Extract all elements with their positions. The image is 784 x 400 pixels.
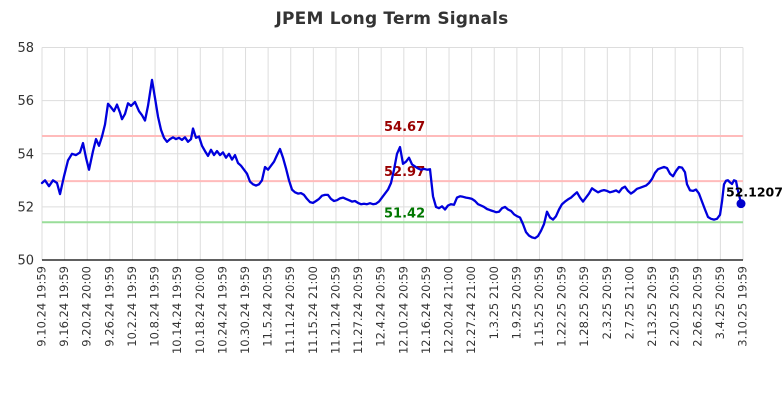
x-tick-label: 12.27.24 21:00 (464, 266, 478, 354)
signal-line-label: 54.67 (384, 120, 425, 135)
y-tick-label: 56 (17, 94, 34, 109)
x-tick-label: 2.7.25 21:00 (622, 266, 636, 339)
x-tick-label: 1.9.25 20:59 (509, 266, 523, 339)
x-tick-label: 10.18.24 20:00 (193, 266, 207, 354)
x-tick-label: 11.15.24 21:00 (306, 266, 320, 354)
x-tick-label: 10.8.24 19:59 (148, 266, 162, 347)
signal-line-label: 52.97 (384, 165, 425, 180)
x-tick-label: 11.27.24 20:59 (351, 266, 365, 354)
chart-title: JPEM Long Term Signals (275, 9, 509, 29)
x-tick-label: 10.24.24 19:59 (215, 266, 229, 354)
x-tick-label: 11.21.24 20:59 (328, 266, 342, 354)
x-tick-label: 12.10.24 20:59 (396, 266, 410, 354)
y-tick-label: 52 (17, 200, 34, 215)
x-tick-label: 2.26.25 20:59 (690, 266, 704, 347)
y-tick-label: 58 (17, 41, 34, 56)
signal-line-label: 51.42 (384, 206, 425, 221)
x-tick-label: 10.30.24 19:59 (238, 266, 252, 354)
x-tick-label: 9.10.24 19:59 (35, 266, 49, 347)
x-tick-label: 2.13.25 20:59 (645, 266, 659, 347)
x-tick-label: 2.3.25 20:59 (600, 266, 614, 339)
y-tick-label: 50 (17, 254, 34, 269)
y-tick-label: 54 (17, 147, 34, 162)
x-tick-label: 12.16.24 20:59 (419, 266, 433, 354)
x-tick-label: 11.11.24 20:59 (283, 266, 297, 354)
x-tick-label: 1.15.25 20:59 (532, 266, 546, 347)
x-tick-label: 1.28.25 20:59 (577, 266, 591, 347)
x-tick-label: 9.16.24 19:59 (57, 266, 71, 347)
last-value-label: 52.1207 (726, 185, 783, 200)
x-tick-label: 2.20.25 20:59 (668, 266, 682, 347)
x-tick-label: 1.3.25 21:00 (487, 266, 501, 339)
x-tick-label: 9.26.24 19:59 (102, 266, 116, 347)
x-tick-label: 12.20.24 21:00 (442, 266, 456, 354)
x-tick-label: 11.5.24 20:59 (261, 266, 275, 347)
x-tick-label: 12.4.24 20:59 (374, 266, 388, 347)
x-tick-label: 10.2.24 19:59 (125, 266, 139, 347)
x-tick-label: 3.10.25 19:59 (736, 266, 750, 347)
x-tick-label: 1.22.25 20:59 (555, 266, 569, 347)
x-tick-label: 10.14.24 19:59 (170, 266, 184, 354)
last-point-dot (736, 199, 746, 209)
x-tick-label: 9.20.24 20:00 (80, 266, 94, 347)
price-line (40, 78, 743, 240)
x-tick-label: 3.4.25 20:59 (713, 266, 727, 339)
